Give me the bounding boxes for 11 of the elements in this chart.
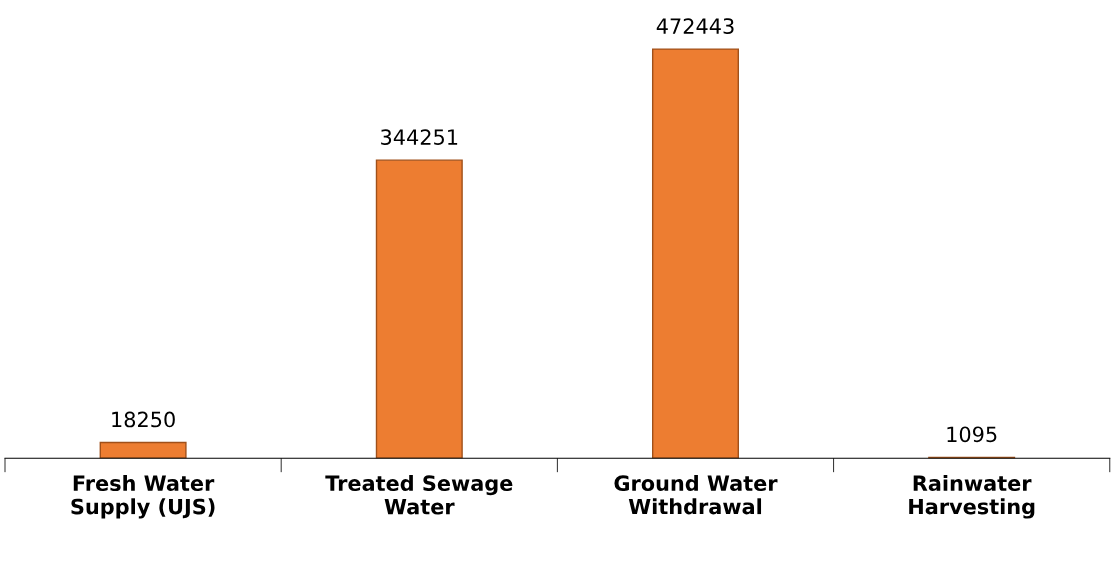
data-label: 1095 — [947, 426, 997, 443]
bar — [375, 159, 463, 459]
x-tick-label: Treated Sewage Water — [325, 474, 513, 515]
x-tick-label: Rainwater Harvesting — [909, 474, 1035, 519]
bar — [651, 48, 739, 459]
data-label: 472443 — [656, 18, 734, 34]
bar — [99, 441, 187, 459]
data-label: 18250 — [112, 411, 175, 428]
x-tick-label: Fresh Water Supply (UJS) — [71, 474, 215, 519]
x-tick-label: Ground Water Withdrawal — [614, 474, 778, 515]
data-label: 344251 — [381, 129, 458, 145]
